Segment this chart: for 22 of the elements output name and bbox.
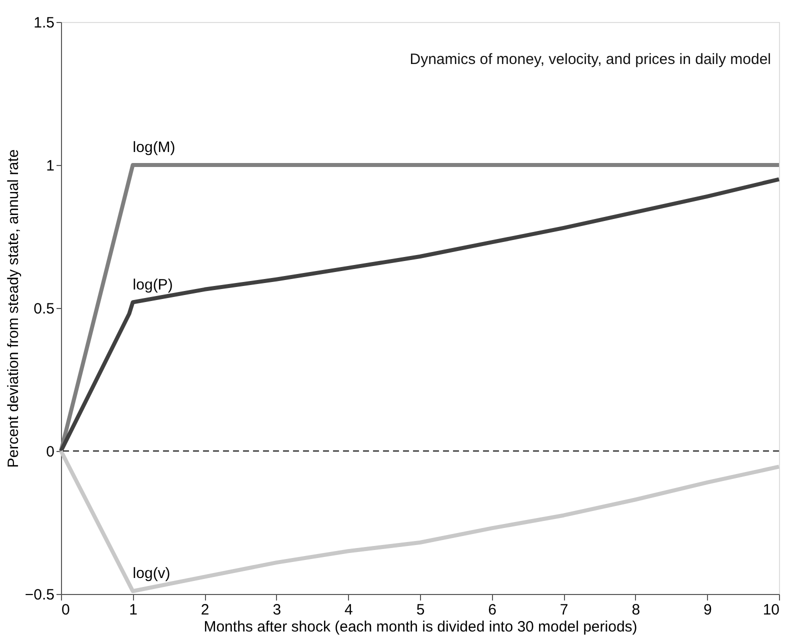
y-tick-label: −0.5 [24,586,54,604]
x-tick-label: 9 [704,602,712,618]
series-label: log(M) [132,139,176,156]
x-tick-label: 3 [272,602,282,618]
series-label: log(v) [132,565,170,582]
x-tick-label: 1 [129,602,138,618]
y-tick-label: 1 [46,158,54,174]
x-tick-label: 5 [416,602,425,618]
x-tick-label: 8 [632,602,640,618]
y-tick-label: 1.5 [34,14,54,32]
x-tick-label: 10 [762,602,780,618]
series-label: log(P) [132,276,173,294]
x-tick-label: 2 [200,602,210,618]
text: Dynamics of money, velocity, and prices in daily model [410,51,771,68]
x-tick-label: 4 [344,602,353,618]
x-tick-label: 6 [488,602,496,618]
x-axis-title: Months after shock (each month is divided into 30 model periods) [204,618,638,636]
y-axis-title: Percent deviation from steady state, annual rate [4,149,22,468]
x-tick-label: 7 [560,602,568,618]
y-tick-label: 0 [46,444,54,460]
y-tick-label: 0.5 [34,300,54,318]
x-tick-label: 0 [62,602,70,618]
